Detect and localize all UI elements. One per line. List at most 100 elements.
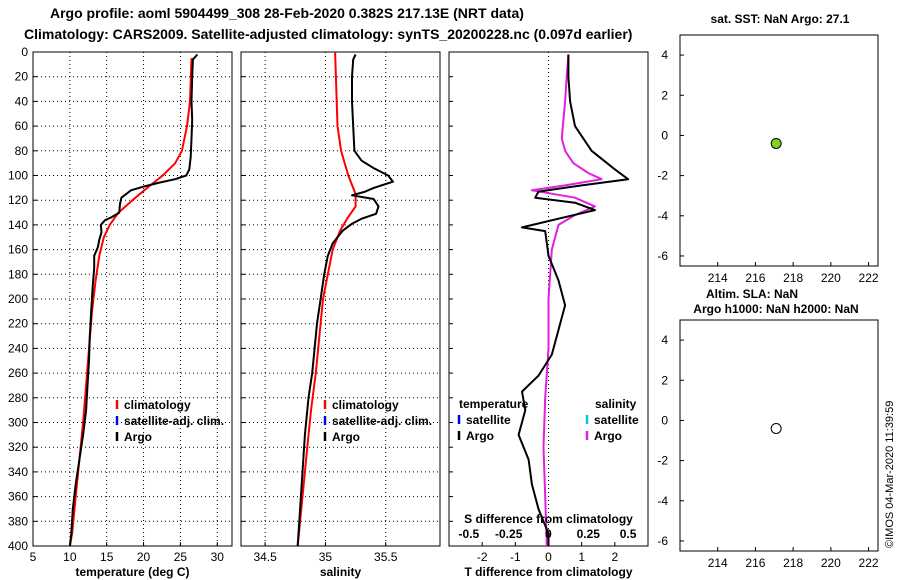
sla-scatter-point bbox=[770, 422, 782, 434]
differences-series-temperature-argo bbox=[517, 54, 630, 546]
salinity-legend-label: climatology bbox=[332, 398, 399, 412]
y-tick-label: 300 bbox=[8, 416, 28, 430]
y-tick-label: 340 bbox=[8, 465, 28, 479]
y-tick-label: 280 bbox=[8, 391, 28, 405]
salinity-frame bbox=[240, 51, 441, 547]
temperature-series-argo bbox=[68, 53, 199, 547]
sst-scatter-title: sat. SST: NaN Argo: 27.1 bbox=[711, 12, 850, 26]
y-tick-label: 200 bbox=[8, 292, 28, 306]
sst-scatter-y-tick-label: 4 bbox=[661, 48, 668, 62]
temperature-legend-label: climatology bbox=[124, 398, 191, 412]
sla-scatter-y-tick-label: -6 bbox=[657, 534, 668, 548]
sla-scatter-x-tick-label: 216 bbox=[745, 556, 765, 570]
differences-legend-group-salinity: salinity bbox=[595, 397, 637, 411]
y-tick-label: 380 bbox=[8, 514, 28, 528]
sla-scatter-y-tick-label: 4 bbox=[661, 333, 668, 347]
salinity-legend-label: satellite-adj. clim. bbox=[332, 414, 432, 428]
sla-scatter-y-tick-label: -4 bbox=[657, 494, 668, 508]
differences-x-tick-label: 2 bbox=[611, 550, 618, 564]
y-tick-label: 400 bbox=[8, 539, 28, 553]
sst-scatter-y-tick-label: -4 bbox=[657, 209, 668, 223]
y-tick-label: 180 bbox=[8, 267, 28, 281]
temperature-frame bbox=[32, 51, 233, 547]
differences-x-tick-label: -2 bbox=[477, 550, 488, 564]
sst-scatter-x-tick-label: 220 bbox=[821, 271, 841, 285]
y-tick-label: 140 bbox=[8, 218, 28, 232]
sla-scatter-x-tick-label: 214 bbox=[708, 556, 728, 570]
salinity-x-tick-label: 35.5 bbox=[374, 550, 398, 564]
temperature-x-tick-label: 20 bbox=[137, 550, 151, 564]
copyright-stamp: ©IMOS 04-Mar-2020 11:39:59 bbox=[884, 400, 896, 548]
y-tick-label: 100 bbox=[8, 169, 28, 183]
differences-salinity-tick-label: 0.25 bbox=[577, 527, 601, 541]
differences-salinity-tick-label: 0 bbox=[545, 527, 552, 541]
differences-series-salinity-argo bbox=[530, 54, 603, 547]
differences-legend-label: Argo bbox=[594, 429, 622, 443]
sst-scatter-y-tick-label: 0 bbox=[661, 128, 668, 142]
differences-top-label: S difference from climatology bbox=[464, 512, 633, 526]
y-tick-label: 0 bbox=[21, 45, 28, 59]
sst-scatter-x-tick-label: 216 bbox=[745, 271, 765, 285]
differences-legend-label: satellite bbox=[594, 413, 639, 427]
temperature-x-tick-label: 30 bbox=[211, 550, 225, 564]
differences-legend-label: Argo bbox=[466, 429, 494, 443]
sla-scatter-panel: -6 -4 -2 0 2 4 214 216 218 220 222 Altim. SLA: NaNA… bbox=[657, 287, 879, 570]
sla-scatter-title-line-2: Argo h1000: NaN h2000: NaN bbox=[693, 302, 858, 316]
salinity-x-tick-label: 34.5 bbox=[253, 550, 277, 564]
salinity-x-axis-label: salinity bbox=[320, 565, 362, 579]
sst-scatter-y-tick-label: -6 bbox=[657, 249, 668, 263]
y-tick-label: 260 bbox=[8, 366, 28, 380]
differences-x-tick-label: 0 bbox=[545, 550, 552, 564]
salinity-x-tick-label: 35 bbox=[319, 550, 333, 564]
sst-scatter-panel: -6 -4 -2 0 2 4 214 216 218 220 222 sat. SST: NaN Ar… bbox=[657, 12, 879, 285]
y-tick-label: 120 bbox=[8, 193, 28, 207]
temperature-series-climatology bbox=[68, 58, 193, 547]
differences-salinity-tick-label: -0.5 bbox=[459, 527, 480, 541]
y-tick-label: 320 bbox=[8, 440, 28, 454]
differences-legend-group-temperature: temperature bbox=[459, 397, 529, 411]
y-tick-label: 20 bbox=[15, 70, 29, 84]
temperature-legend-label: Argo bbox=[124, 430, 152, 444]
sst-scatter-point bbox=[770, 137, 782, 149]
sst-scatter-x-tick-label: 218 bbox=[783, 271, 803, 285]
temperature-x-tick-label: 5 bbox=[30, 550, 37, 564]
sla-scatter-x-tick-label: 220 bbox=[821, 556, 841, 570]
sla-scatter-y-tick-label: -2 bbox=[657, 454, 668, 468]
sla-scatter-x-tick-label: 222 bbox=[859, 556, 879, 570]
differences-x-tick-label: 1 bbox=[578, 550, 585, 564]
title-line-1: Argo profile: aoml 5904499_308 28-Feb-20… bbox=[50, 5, 524, 21]
y-tick-label: 360 bbox=[8, 490, 28, 504]
y-tick-label: 240 bbox=[8, 341, 28, 355]
sst-scatter-x-tick-label: 214 bbox=[708, 271, 728, 285]
temperature-x-tick-label: 25 bbox=[174, 550, 188, 564]
y-tick-label: 60 bbox=[15, 119, 29, 133]
salinity-legend-label: Argo bbox=[332, 430, 360, 444]
salinity-series-argo bbox=[296, 54, 394, 547]
salinity-series-climatology bbox=[296, 51, 357, 547]
temperature-x-tick-label: 15 bbox=[100, 550, 114, 564]
temperature-x-axis-label: temperature (deg C) bbox=[75, 565, 189, 579]
y-tick-label: 40 bbox=[15, 94, 29, 108]
sla-scatter-y-tick-label: 2 bbox=[661, 373, 668, 387]
sst-scatter-x-tick-label: 222 bbox=[859, 271, 879, 285]
y-tick-label: 160 bbox=[8, 243, 28, 257]
differences-x-tick-label: -1 bbox=[510, 550, 521, 564]
sla-scatter-frame bbox=[679, 319, 879, 552]
differences-panel: -2 -1 0 1 2T difference from climatology temp… bbox=[448, 51, 649, 579]
sst-scatter-frame bbox=[679, 34, 879, 267]
temperature-panel: 0 20 40 60 80 100 120 140 160 180 200 220 240 260 280 3… bbox=[8, 45, 233, 579]
sla-scatter-title-line-1: Altim. SLA: NaN bbox=[706, 287, 798, 301]
differences-salinity-tick-label: 0.5 bbox=[620, 527, 637, 541]
title-line-2: Climatology: CARS2009. Satellite-adjuste… bbox=[24, 26, 633, 42]
differences-x-axis-label: T difference from climatology bbox=[464, 565, 632, 579]
differences-legend-label: satellite bbox=[466, 413, 511, 427]
sst-scatter-y-tick-label: 2 bbox=[661, 88, 668, 102]
temperature-x-tick-label: 10 bbox=[63, 550, 77, 564]
temperature-legend-label: satellite-adj. clim. bbox=[124, 414, 224, 428]
y-tick-label: 80 bbox=[15, 144, 29, 158]
sla-scatter-y-tick-label: 0 bbox=[661, 413, 668, 427]
sla-scatter-x-tick-label: 218 bbox=[783, 556, 803, 570]
salinity-panel: 34.5 35 35.5 salinity climatology satellite-a… bbox=[240, 51, 441, 579]
sst-scatter-y-tick-label: -2 bbox=[657, 169, 668, 183]
